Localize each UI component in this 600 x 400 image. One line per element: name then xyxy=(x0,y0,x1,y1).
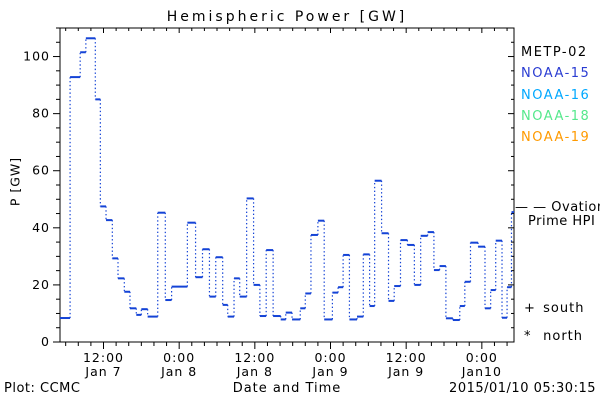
y-tick-label: 60 xyxy=(32,163,50,178)
legend-south-marker: + south xyxy=(524,301,584,316)
legend-ovation-prime-hpi: — — Ovation Prime HPI xyxy=(515,201,600,229)
y-tick-label: 100 xyxy=(23,49,50,64)
legend-satellite-noaa-15: NOAA-15 xyxy=(521,66,591,82)
y-axis-label: P [GW] xyxy=(7,156,23,207)
plot-timestamp: 2015/01/10 05:30:15 xyxy=(449,381,596,396)
plot-frame xyxy=(59,27,515,343)
ovation-label-line1: Ovation xyxy=(551,200,600,215)
ovation-label-line2: Prime HPI xyxy=(528,214,596,229)
north-label: north xyxy=(543,329,584,344)
legend-north-marker: * north xyxy=(524,329,583,344)
x-tick-date-label: Jan 9 xyxy=(311,364,348,379)
x-tick-time-label: 12:00 xyxy=(83,350,124,365)
chart-title: Hemispheric Power [GW] xyxy=(166,9,408,25)
x-tick-date-label: Jan 9 xyxy=(387,364,424,379)
x-axis-label: Date and Time xyxy=(232,381,342,396)
legend-satellite-noaa-18: NOAA-18 xyxy=(521,108,591,124)
x-tick-time-label: 0:00 xyxy=(466,350,498,365)
x-tick-date-label: Jan 8 xyxy=(236,364,273,379)
x-tick-date-label: Jan10 xyxy=(461,364,502,379)
plot-source-label: Plot: CCMC xyxy=(4,381,81,396)
asterisk-marker-icon: * xyxy=(524,329,532,344)
x-tick-time-label: 12:00 xyxy=(386,350,427,365)
x-tick-time-label: 0:00 xyxy=(314,350,346,365)
legend-satellite-noaa-19: NOAA-19 xyxy=(521,130,591,146)
y-tick-label: 20 xyxy=(32,277,50,292)
plus-marker-icon: + xyxy=(524,301,536,316)
x-tick-time-label: 0:00 xyxy=(163,350,195,365)
y-tick-label: 40 xyxy=(32,220,50,235)
legend-satellite-noaa-16: NOAA-16 xyxy=(521,87,591,103)
x-tick-date-label: Jan 8 xyxy=(160,364,197,379)
y-tick-label: 80 xyxy=(32,106,50,121)
legend-satellite-metp-02: METP-02 xyxy=(521,45,588,60)
south-label: south xyxy=(543,301,585,316)
x-tick-time-label: 12:00 xyxy=(234,350,275,365)
y-tick-label: 0 xyxy=(41,334,50,349)
x-tick-date-label: Jan 7 xyxy=(84,364,121,379)
ovation-line-sample: — — xyxy=(515,200,547,215)
ovation-prime-hpi-curve xyxy=(60,37,514,322)
